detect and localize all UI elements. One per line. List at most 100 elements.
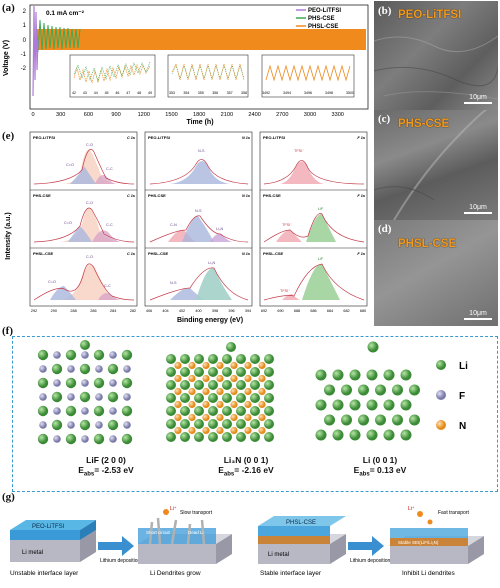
svg-text:Stable interface layer: Stable interface layer (260, 570, 322, 577)
atom (121, 405, 133, 417)
atom (123, 393, 131, 401)
atom (65, 433, 77, 445)
binding-energy-tick: 288 (70, 309, 76, 313)
svg-text:Li Dendrites grow: Li Dendrites grow (150, 570, 201, 577)
inset-2: 353 354 355 356 357 358 (167, 54, 249, 98)
svg-text:Stable SEI(LiF/Li₃N): Stable SEI(LiF/Li₃N) (398, 540, 439, 545)
atom (194, 354, 204, 364)
svg-text:0.1 mA cm⁻²: 0.1 mA cm⁻² (46, 10, 85, 17)
atom (166, 406, 176, 416)
atom (315, 429, 327, 441)
atom (230, 361, 238, 370)
atom (95, 393, 103, 401)
binding-energy-tick: 406 (146, 309, 152, 313)
svg-text:C=O: C=O (48, 280, 56, 284)
svg-text:PHS-CSE: PHS-CSE (308, 16, 335, 22)
lif-lattice (37, 340, 133, 445)
atom (236, 380, 246, 390)
atom (367, 341, 379, 353)
atom (95, 365, 103, 373)
atom (315, 369, 327, 381)
svg-text:Intensity (a.u.): Intensity (a.u.) (5, 212, 12, 259)
x-tick-label: 3300 (331, 112, 343, 118)
svg-text:2: 2 (23, 9, 27, 15)
binding-energy-tick: 286 (90, 309, 96, 313)
atom (250, 367, 260, 377)
atom (194, 367, 204, 377)
atom (202, 413, 210, 422)
svg-text:TFSI⁻: TFSI⁻ (282, 223, 292, 227)
svg-text:PEO-LiTFSI: PEO-LiTFSI (148, 135, 170, 140)
atom (202, 426, 210, 435)
scale-bar-c: 10μm (464, 204, 492, 214)
atom (188, 400, 196, 409)
svg-text:TFSI⁻: TFSI⁻ (280, 289, 290, 293)
sem-image-peo-litfsi: PEO-LiTFSI 10μm (374, 1, 498, 110)
inhibited-dendrite-schematic: Li⁺ Fast transport Stable SEI(LiF/Li₃N) … (390, 506, 484, 577)
panel-g-label: (g) (2, 491, 15, 503)
c1s-column: PEO-LiTFSI PHS-CSE PHSL-CSE C 1s C 1s C … (33, 135, 135, 301)
inset-tick-label: 3498 (325, 91, 333, 95)
atom (109, 435, 117, 443)
atom (37, 433, 49, 445)
atom (194, 380, 204, 390)
atom (222, 354, 232, 364)
atom (53, 351, 61, 359)
atom (264, 367, 274, 377)
atom (208, 393, 218, 403)
lif-caption: LiF (2 0 0) Eabs= -2.53 eV (78, 455, 134, 478)
atom (37, 377, 49, 389)
atom (236, 393, 246, 403)
svg-text:Slow transport: Slow transport (180, 510, 213, 516)
atom (244, 361, 252, 370)
atom (264, 380, 274, 390)
panel-f: Li F N LiF (2 0 0) Eabs= -2.53 eV Li₃N (… (12, 336, 498, 492)
atom (202, 400, 210, 409)
svg-text:C 1s: C 1s (127, 252, 135, 256)
atom (216, 361, 224, 370)
inset-tick-label: 356 (212, 91, 218, 95)
x-tick-label: 3000 (304, 112, 316, 118)
atom (93, 433, 105, 445)
atom (202, 361, 210, 370)
atom (166, 432, 176, 442)
atom (332, 399, 344, 411)
atom (230, 387, 238, 396)
atom (37, 405, 49, 417)
svg-text:Li⁺: Li⁺ (170, 506, 177, 512)
inset-tick-label: 357 (227, 91, 233, 95)
atom (39, 421, 47, 429)
inset-tick-label: 47 (126, 91, 130, 95)
atom (180, 419, 190, 429)
panel-g: PEO-LiTFSI Li metal Unstable interface l… (0, 500, 500, 588)
atom (258, 361, 266, 370)
atom (107, 391, 119, 403)
atom (188, 361, 196, 370)
svg-text:F: F (459, 391, 465, 402)
svg-text:PEO-LiTFSI: PEO-LiTFSI (32, 524, 65, 530)
atom (79, 419, 91, 431)
x-tick-label: 900 (111, 112, 120, 118)
atom (315, 399, 327, 411)
atom (375, 384, 386, 396)
atom (216, 426, 224, 435)
panel-a: (a) 2 1 0 -1 -2 Voltage (V) 0 300 600 900 12… (0, 0, 372, 126)
atom (236, 367, 246, 377)
svg-text:Li₃N: Li₃N (208, 261, 216, 265)
stable-interface-schematic: PHSL-CSE Li metal Stable interface layer (258, 516, 346, 577)
binding-energy-tick: 688 (294, 309, 300, 313)
atom (226, 342, 236, 352)
atom (180, 432, 190, 442)
atom (123, 365, 131, 373)
atom (392, 414, 403, 426)
atom (358, 414, 369, 426)
svg-text:PEO-LiTFSI: PEO-LiTFSI (263, 135, 285, 140)
atom (222, 406, 232, 416)
atom (244, 387, 252, 396)
inset-tick-label: 43 (83, 91, 87, 95)
atom (188, 374, 196, 383)
atom (53, 379, 61, 387)
inset-tick-label: 46 (115, 91, 119, 95)
voltage-time-plot: 2 1 0 -1 -2 Voltage (V) 0 300 600 900 1200 15… (3, 4, 369, 126)
phsl-cse-trace (36, 29, 366, 50)
